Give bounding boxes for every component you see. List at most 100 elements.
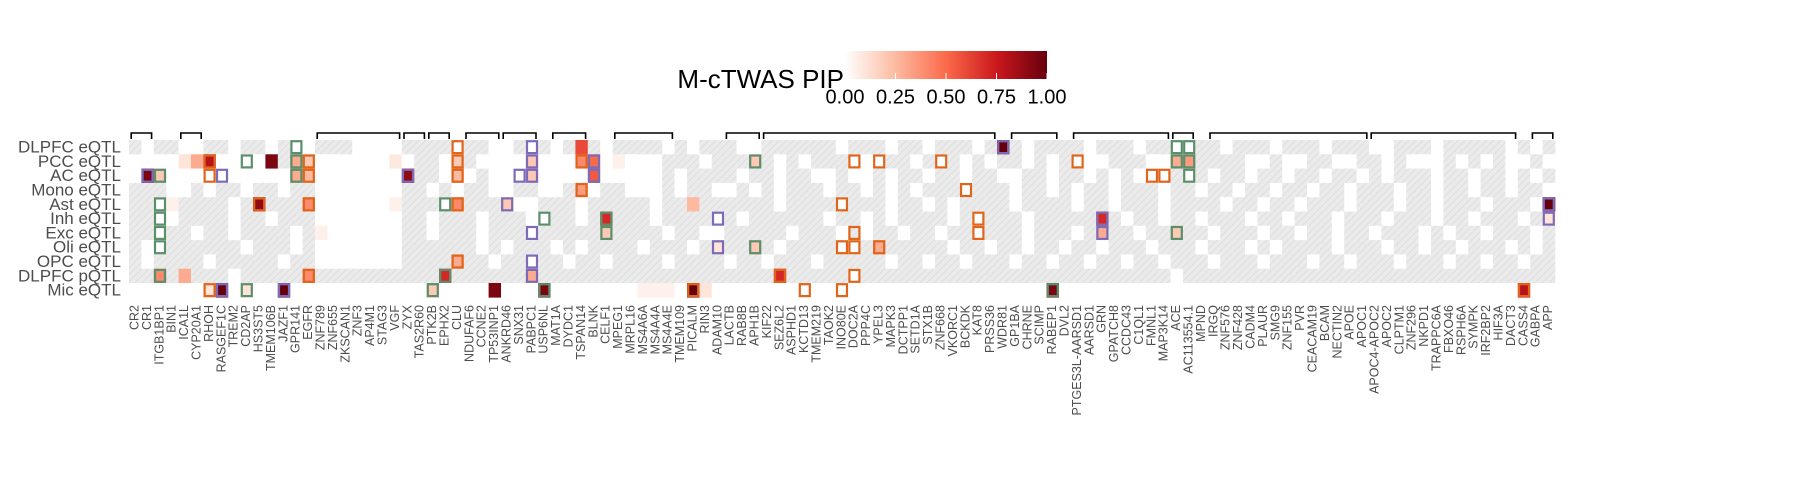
missing-cell xyxy=(625,211,638,227)
missing-cell xyxy=(935,268,948,284)
missing-cell xyxy=(1331,268,1345,284)
missing-cell xyxy=(823,268,837,284)
credible-set-outline xyxy=(687,283,700,298)
missing-cell xyxy=(724,211,737,227)
missing-cell xyxy=(1133,182,1147,198)
credible-set-outline xyxy=(587,168,601,183)
missing-cell xyxy=(1170,211,1184,227)
missing-cell xyxy=(1195,154,1209,169)
credible-set-outline xyxy=(1542,197,1555,212)
missing-cell xyxy=(984,211,998,227)
missing-cell xyxy=(426,154,440,169)
cell xyxy=(1505,240,1519,255)
cell xyxy=(910,154,923,169)
cell xyxy=(749,240,762,255)
cell xyxy=(1530,197,1543,212)
cell xyxy=(600,283,613,298)
cell xyxy=(1034,283,1047,298)
cell xyxy=(1009,254,1023,269)
missing-cell xyxy=(811,182,824,198)
missing-cell xyxy=(947,254,961,269)
missing-cell xyxy=(563,197,576,212)
missing-cell xyxy=(1369,197,1382,212)
missing-cell xyxy=(1183,225,1196,241)
missing-cell xyxy=(724,154,737,169)
missing-cell xyxy=(1121,154,1134,169)
missing-cell xyxy=(674,140,688,155)
cell xyxy=(959,168,973,184)
cell xyxy=(1108,182,1122,198)
cell xyxy=(649,182,663,198)
missing-cell xyxy=(1369,154,1382,169)
missing-cell xyxy=(811,140,824,155)
missing-cell xyxy=(1418,254,1432,269)
missing-cell xyxy=(141,225,155,241)
credible-set-outline xyxy=(575,183,588,198)
missing-cell xyxy=(997,211,1010,227)
cell xyxy=(1319,168,1333,184)
cell xyxy=(1183,140,1196,155)
missing-cell xyxy=(897,197,911,212)
missing-cell xyxy=(674,154,688,169)
missing-cell xyxy=(811,225,824,241)
cell xyxy=(253,283,266,298)
cell xyxy=(240,283,254,298)
missing-cell xyxy=(1493,268,1506,284)
cell xyxy=(1133,140,1147,155)
cell xyxy=(439,168,452,184)
cell xyxy=(327,240,341,255)
missing-cell xyxy=(1207,268,1221,284)
missing-cell xyxy=(935,240,948,255)
missing-cell xyxy=(463,225,477,241)
cell xyxy=(476,211,489,227)
x-tick-label: VGF xyxy=(388,305,402,331)
x-tick-label: PTK2B xyxy=(425,305,439,345)
missing-cell xyxy=(191,211,204,227)
missing-cell xyxy=(277,268,291,284)
missing-cell xyxy=(761,240,775,255)
cell xyxy=(600,168,613,184)
x-tick-label: CR2 xyxy=(127,305,141,330)
row-label: AC eQTL xyxy=(50,166,121,185)
missing-cell xyxy=(1183,182,1196,198)
cell xyxy=(525,268,539,284)
cell xyxy=(1207,254,1221,269)
missing-cell xyxy=(1059,182,1072,198)
cell xyxy=(166,283,179,298)
cell xyxy=(550,168,564,184)
missing-cell xyxy=(153,254,167,269)
missing-cell xyxy=(1108,154,1122,169)
cell xyxy=(228,283,241,298)
missing-cell xyxy=(265,240,279,255)
cell xyxy=(364,182,378,198)
missing-cell xyxy=(1505,254,1519,269)
missing-cell xyxy=(290,211,303,227)
cell xyxy=(1381,154,1395,169)
missing-cell xyxy=(1517,240,1531,255)
x-tick-label: PLAUR xyxy=(1256,305,1270,347)
cell xyxy=(1195,211,1209,227)
missing-cell xyxy=(773,211,787,227)
missing-cell xyxy=(501,225,514,241)
missing-cell xyxy=(1344,240,1357,255)
cell xyxy=(488,283,502,298)
missing-cell xyxy=(947,140,961,155)
missing-cell xyxy=(873,211,886,227)
credible-set-outline xyxy=(451,197,464,212)
cell xyxy=(1257,225,1271,241)
cell xyxy=(997,283,1010,298)
x-tick-label: SEZ6L2 xyxy=(772,305,786,350)
missing-cell xyxy=(277,211,291,227)
missing-cell xyxy=(476,168,489,184)
missing-cell xyxy=(1133,197,1147,212)
cell xyxy=(1480,154,1494,169)
missing-cell xyxy=(277,240,291,255)
missing-cell xyxy=(203,140,217,155)
credible-set-outline xyxy=(848,154,861,169)
x-tick-label: GPATCH8 xyxy=(1107,305,1121,362)
cell xyxy=(1344,197,1357,212)
cell xyxy=(327,197,341,212)
missing-cell xyxy=(1369,254,1382,269)
cell xyxy=(153,154,167,169)
missing-cell xyxy=(253,240,266,255)
